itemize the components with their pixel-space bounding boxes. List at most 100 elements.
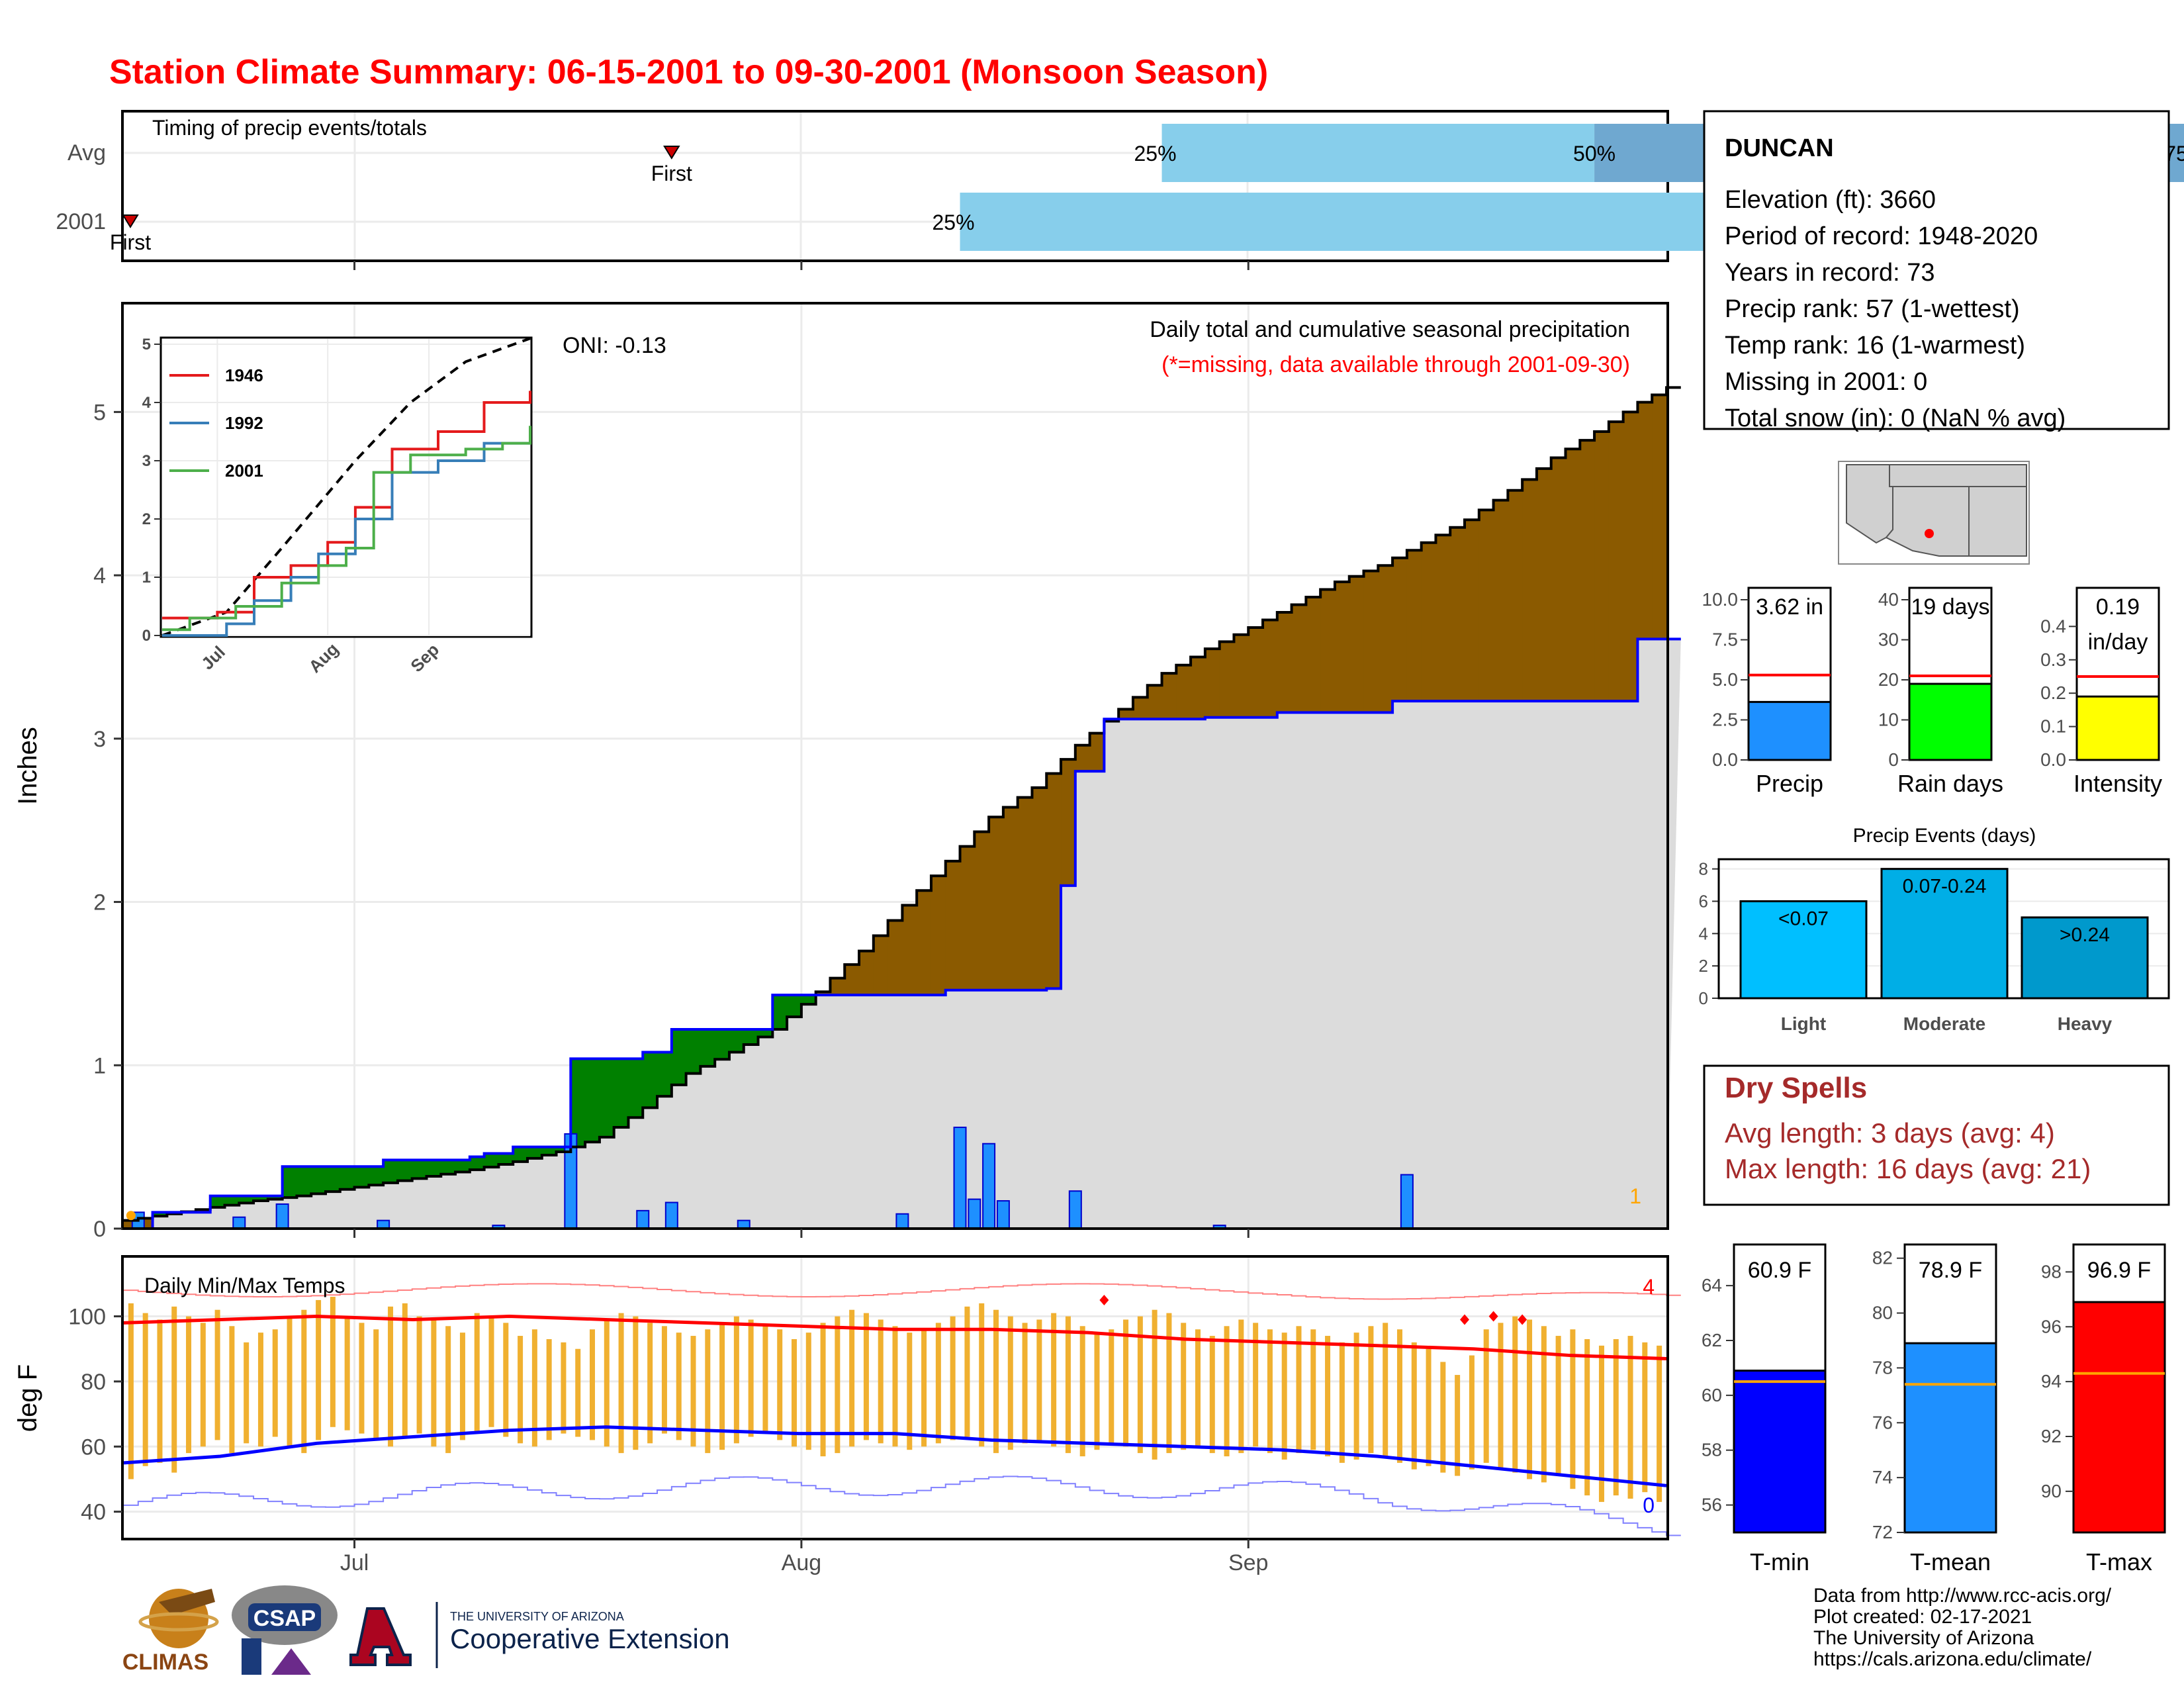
daily-temp-bar <box>1353 1333 1359 1460</box>
missing-marker <box>126 1211 136 1221</box>
daily-temp-bar <box>416 1316 422 1434</box>
daily-temp-bar <box>128 1303 134 1479</box>
precip-deficit-segment <box>830 978 845 996</box>
station-location-dot <box>1925 529 1934 538</box>
precip-event-bar <box>2021 916 2149 1000</box>
inset-ytick: 1 <box>142 569 151 586</box>
figure-title: Station Climate Summary: 06-15-2001 to 0… <box>109 53 1268 91</box>
daily-temp-bar <box>1065 1316 1071 1454</box>
uofa-big-text: Cooperative Extension <box>450 1623 730 1654</box>
precip-ytick: 4 <box>93 563 106 588</box>
daily-temp-bar <box>142 1313 148 1466</box>
record-high-marker <box>1488 1311 1498 1322</box>
precip-surplus-segment <box>643 1052 658 1108</box>
precip-deficit-segment <box>1263 620 1278 718</box>
precip-surplus-segment <box>369 1166 384 1186</box>
precip-deficit-segment <box>1565 449 1580 702</box>
daily-temp-bar <box>1022 1323 1028 1444</box>
daily-temp-bar <box>892 1326 898 1447</box>
precip-deficit-segment <box>989 817 1004 990</box>
timing-first-marker <box>663 146 680 160</box>
station-name: DUNCAN <box>1725 134 1834 162</box>
daily-temp-bar <box>214 1309 220 1440</box>
precip-deficit-segment <box>1378 565 1393 713</box>
daily-temp-bar <box>1440 1362 1446 1473</box>
precip-deficit-segment <box>1522 479 1537 702</box>
daily-temp-bar <box>1253 1323 1259 1447</box>
temp-corner-high: 4 <box>1643 1275 1655 1299</box>
precip-surplus-segment <box>412 1160 427 1179</box>
daily-precip-bar <box>636 1209 650 1230</box>
precip-deficit-segment <box>1392 557 1408 702</box>
precip-deficit-segment <box>1306 596 1321 713</box>
precip-ytick: 0 <box>93 1217 106 1242</box>
precip-surplus-segment <box>484 1153 499 1168</box>
daily-precip-bar <box>275 1203 289 1230</box>
daily-temp-bar <box>330 1297 336 1427</box>
precip-deficit-segment <box>859 951 874 996</box>
temp-summary-bar-1 <box>1903 1342 1997 1534</box>
timing-bar-25-50 <box>1161 124 1595 182</box>
precip-surplus-segment <box>556 1147 571 1152</box>
daily-precip-bar <box>968 1198 981 1229</box>
precip-surplus-segment <box>570 1058 586 1147</box>
daily-temp-bar <box>690 1336 696 1447</box>
summary-ytick: 0.1 <box>2040 716 2066 737</box>
station-info-line: Precip rank: 57 (1-wettest) <box>1725 295 2020 323</box>
inset-ytick: 3 <box>142 452 151 470</box>
daily-precip-bar <box>664 1201 678 1230</box>
precip-ytick: 3 <box>93 727 106 752</box>
temp-ytick: 80 <box>81 1370 106 1395</box>
x-tick-label: Sep <box>1228 1550 1269 1575</box>
temp-ytick: 60 <box>81 1434 106 1460</box>
daily-temp-bar <box>935 1323 941 1444</box>
daily-temp-bar <box>979 1303 985 1447</box>
csap-logo-text: CSAP <box>253 1606 316 1631</box>
precip-deficit-segment <box>1032 787 1047 990</box>
summary-bar-value-label: 0.19 <box>2096 594 2140 620</box>
precip-surplus-segment <box>441 1160 456 1174</box>
avg-min-temp-line <box>123 1425 1667 1487</box>
precip-deficit-segment <box>873 935 889 996</box>
precip-surplus-segment <box>513 1147 528 1162</box>
precip-deficit-segment <box>1493 500 1508 702</box>
dry-spells-box: Dry Spells Avg length: 3 days (avg: 4) M… <box>1703 1064 2170 1206</box>
precip-surplus-segment <box>311 1166 326 1194</box>
temp-summary-bar-0 <box>1733 1370 1827 1534</box>
temp-summary-ytick: 56 <box>1702 1495 1722 1515</box>
precip-deficit-segment <box>1046 773 1062 989</box>
precip-deficit-segment <box>1479 510 1494 702</box>
temp-summary-ytick: 58 <box>1702 1440 1722 1460</box>
daily-temp-bar <box>531 1329 537 1447</box>
daily-temp-bar <box>244 1342 250 1444</box>
inset-legend-label: 1946 <box>225 365 263 385</box>
precip-deficit-segment <box>815 992 831 996</box>
precip-deficit-segment <box>1277 612 1293 713</box>
summary-ytick: 0.4 <box>2040 616 2066 636</box>
station-info-line: Temp rank: 16 (1-warmest) <box>1725 332 2025 359</box>
precip-deficit-segment <box>195 1209 211 1213</box>
precip-deficit-segment <box>1234 634 1249 718</box>
temp-summary-ytick: 94 <box>2041 1371 2062 1391</box>
precip-surplus-segment <box>700 1029 715 1066</box>
precip-deficit-segment <box>1551 457 1567 702</box>
dry-spells-max: Max length: 16 days (avg: 21) <box>1725 1153 2091 1184</box>
footer-line: The University of Arizona <box>1813 1627 2034 1649</box>
dry-spells-title: Dry Spells <box>1725 1072 1867 1104</box>
daily-temp-bar <box>316 1299 322 1440</box>
temp-summary-ytick: 98 <box>2041 1261 2062 1282</box>
precip-deficit-segment <box>1594 431 1610 702</box>
precip-deficit-segment <box>1623 412 1638 702</box>
daily-temp-bar <box>1181 1323 1187 1450</box>
daily-temp-bar <box>1166 1313 1172 1454</box>
daily-temp-bar <box>792 1338 797 1447</box>
precip-surplus-segment <box>210 1196 225 1207</box>
inset-line-1992 <box>162 437 531 637</box>
daily-temp-bar <box>762 1326 768 1434</box>
precip-surplus-segment <box>282 1166 297 1198</box>
summary-ytick: 40 <box>1878 589 1899 610</box>
precip-deficit-segment <box>1421 542 1436 702</box>
station-info-line: Years in record: 73 <box>1725 259 1935 287</box>
